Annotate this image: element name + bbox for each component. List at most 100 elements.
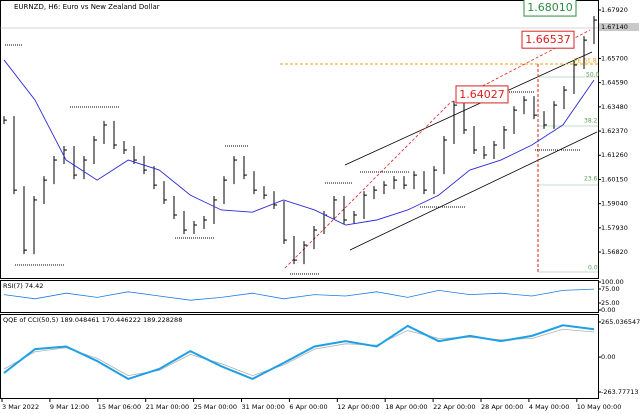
x-tick-label: 18 Apr 00:00: [385, 403, 427, 411]
x-tick-label: 4 May 00:00: [529, 403, 569, 411]
price-bar: [513, 106, 517, 134]
y-tick-label: 1.60150: [601, 175, 628, 183]
price-bar: [353, 210, 357, 225]
x-tick-label: 28 Apr 00:00: [481, 403, 523, 411]
x-tick-label: 9 Mar 12:00: [50, 403, 89, 411]
price-bar: [103, 120, 107, 144]
y-tick-label: 100.00: [601, 278, 624, 286]
price-bar: [163, 181, 167, 204]
price-bar: [363, 191, 367, 219]
price-bar: [203, 216, 207, 230]
price-bar: [463, 101, 467, 134]
y-tick-label: 1.57930: [601, 224, 628, 232]
price-bar: [23, 186, 27, 255]
rsi-line: [3, 288, 595, 301]
y-tick-label: 75.00: [601, 285, 620, 293]
price-bar: [123, 140, 127, 155]
rsi-label: RSI(7) 74.42: [3, 282, 43, 290]
annotation-label: 1.66537: [525, 33, 571, 46]
price-bar: [193, 221, 197, 235]
y-tick-label: 0.00: [601, 306, 615, 314]
price-bar: [83, 156, 87, 180]
price-bar: [583, 36, 587, 69]
price-bar: [503, 125, 507, 149]
price-bar: [3, 116, 7, 125]
fib-path: [284, 29, 591, 269]
price-bar: [533, 96, 537, 120]
price-bar: [393, 176, 397, 190]
price-bar: [113, 120, 117, 149]
price-bar: [253, 171, 257, 195]
price-bar: [423, 171, 427, 195]
price-bar: [563, 86, 567, 110]
price-bar: [183, 210, 187, 235]
y-tick-label: 0.00: [601, 353, 615, 361]
price-bar: [223, 176, 227, 204]
price-bar: [173, 195, 177, 219]
price-bar: [313, 226, 317, 250]
price-bar: [373, 186, 377, 200]
x-tick-label: 15 Mar 06:00: [98, 403, 141, 411]
chart-title: EURNZD, H6: Euro vs New Zealand Dollar: [14, 3, 160, 11]
x-tick-label: 31 Mar 00:00: [242, 403, 285, 411]
price-bar: [473, 125, 477, 155]
price-bar: [273, 191, 277, 209]
x-tick-label: 6 Apr 00:00: [289, 403, 327, 411]
price-bar: [73, 146, 77, 180]
fib-label: 38.2: [584, 118, 598, 125]
price-bar: [233, 156, 237, 185]
price-bar: [133, 146, 137, 165]
drawings: [0, 27, 598, 275]
current-price-label: 1.67140: [601, 23, 628, 31]
price-bar: [93, 135, 97, 165]
price-annotation: [521, 30, 575, 49]
price-bar: [153, 166, 157, 190]
price-bar: [283, 200, 287, 245]
x-tick-label: 21 Mar 00:00: [146, 403, 189, 411]
y-tick-label: 1.65700: [601, 54, 628, 62]
price-bar: [403, 176, 407, 190]
y-tick-label: 1.64590: [601, 79, 628, 87]
y-tick-label: 1.62370: [601, 127, 628, 135]
moving-average: [3, 59, 595, 226]
fib-label: 50.0: [586, 72, 600, 79]
x-tick-label: 3 Mar 2022: [2, 403, 39, 411]
session-levels: [5, 44, 580, 275]
price-bar: [213, 195, 217, 225]
price-bar: [543, 111, 547, 129]
price-bar: [333, 195, 337, 219]
price-bar: [433, 166, 437, 195]
fib-label: 23.6: [584, 176, 598, 183]
price-bar: [593, 16, 597, 45]
y-tick-label: 265.036547: [601, 318, 640, 326]
y-tick-label: 25.00: [601, 299, 620, 307]
price-bar: [263, 186, 267, 200]
current-price-box: [599, 23, 639, 32]
y-tick-label: 1.56820: [601, 248, 628, 256]
price-bar: [383, 181, 387, 195]
x-tick-label: 10 May 00:00: [577, 403, 622, 411]
x-tick-label: 22 Apr 00:00: [433, 403, 475, 411]
price-bar: [43, 176, 47, 204]
channel-lower: [349, 131, 598, 251]
price-bar: [483, 146, 487, 160]
main-panel: [0, 0, 599, 279]
price-bar: [573, 60, 577, 95]
price-bar: [453, 101, 457, 144]
y-tick-label: 1.67920: [601, 6, 628, 14]
price-annotation: [455, 85, 509, 104]
price-bar: [243, 156, 247, 180]
price-bar: [303, 241, 307, 265]
qqe-label: QQE of CCI(50,5) 189.048461 170.446222 1…: [3, 316, 182, 324]
y-tick-label: 1.59040: [601, 200, 628, 208]
fib-label: 0.0: [588, 265, 598, 272]
y-tick-label: 1.61260: [601, 151, 628, 159]
y-tick-label: 1.63480: [601, 103, 628, 111]
annotation-label: 1.64027: [459, 88, 505, 101]
price-bar: [33, 195, 37, 255]
y-tick-label: -263.77713: [601, 388, 639, 396]
price-bar: [293, 236, 297, 265]
fib-label: FE 61.8: [574, 58, 597, 65]
price-bar: [443, 135, 447, 175]
